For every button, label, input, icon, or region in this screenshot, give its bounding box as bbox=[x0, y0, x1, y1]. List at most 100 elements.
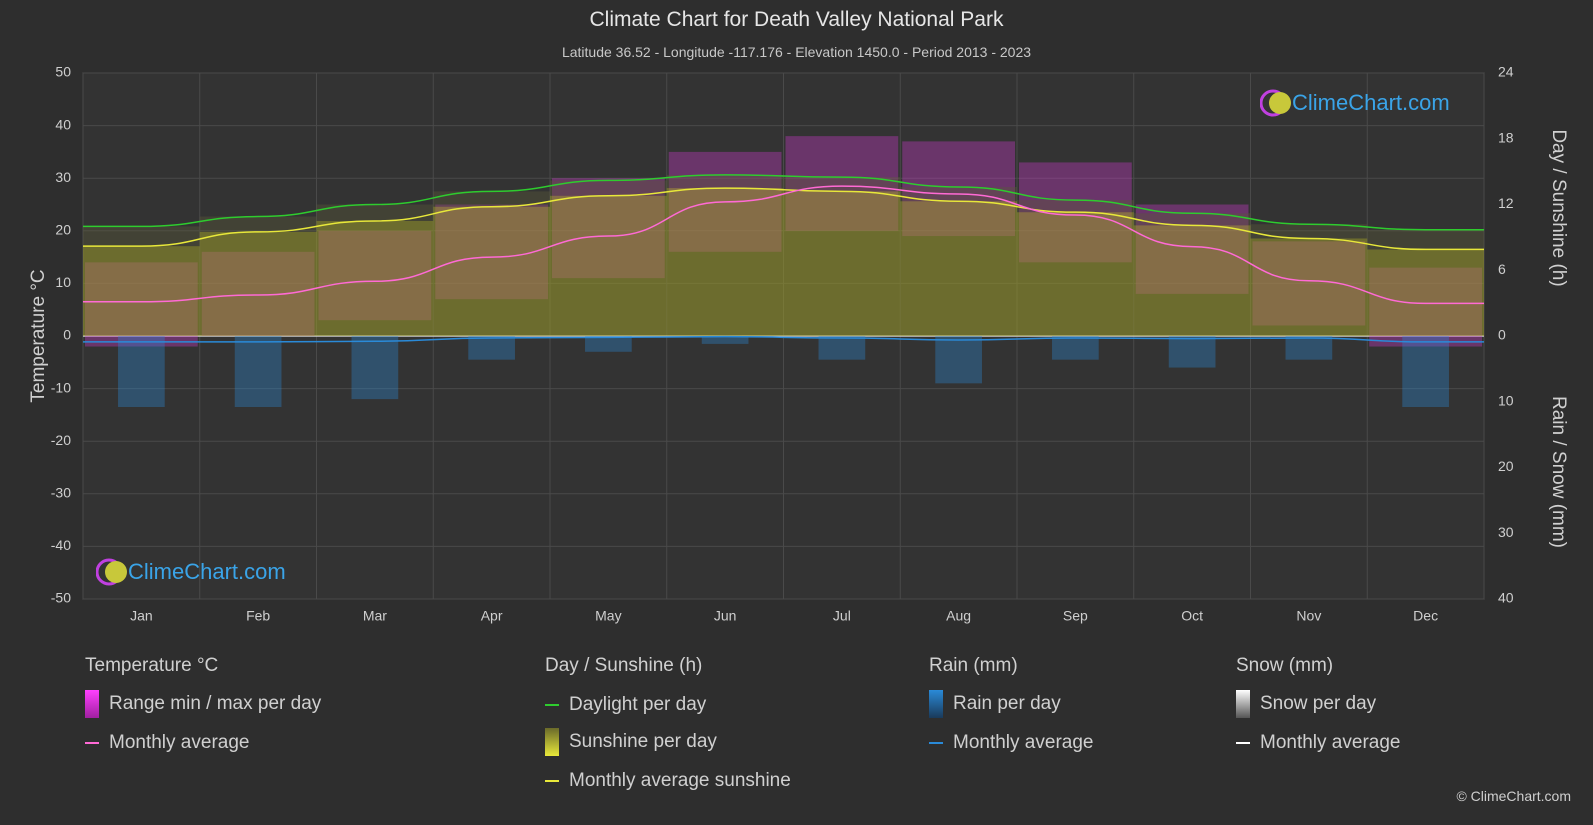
rain-swatch bbox=[929, 690, 943, 718]
x-tick-label: Apr bbox=[481, 608, 503, 624]
y-right-bottom-tick-label: 20 bbox=[1498, 458, 1514, 474]
snow-avg-swatch bbox=[1236, 742, 1250, 744]
rain-bar bbox=[1285, 336, 1333, 360]
x-tick-label: Jul bbox=[833, 608, 851, 624]
sunshine-bar bbox=[199, 231, 317, 336]
x-tick-label: Sep bbox=[1063, 608, 1088, 624]
daylight-bar bbox=[1133, 213, 1251, 226]
sunshine-bar bbox=[316, 220, 434, 336]
legend-sunshine-header: Day / Sunshine (h) bbox=[545, 655, 703, 676]
logo-text: ClimeChart.com bbox=[1292, 90, 1450, 115]
rain-avg-line bbox=[83, 335, 1484, 343]
x-tick-label: May bbox=[595, 608, 621, 624]
sunshine-bars bbox=[83, 174, 1484, 336]
temp-avg-line bbox=[83, 185, 1484, 305]
rain-bar bbox=[1402, 336, 1449, 408]
y-right-bottom-tick-label: 30 bbox=[1498, 524, 1514, 540]
y-left-tick-label: 50 bbox=[55, 64, 71, 80]
rain-bar bbox=[118, 336, 165, 408]
legend-temperature-range: Range min / max per day bbox=[85, 690, 321, 718]
sunshine-bar bbox=[1367, 249, 1484, 336]
legend-daylight: Daylight per day bbox=[545, 694, 706, 716]
daylight-bar bbox=[1250, 224, 1368, 239]
daylight-bar bbox=[1017, 200, 1134, 213]
logo-top[interactable]: ClimeChart.com bbox=[1259, 89, 1450, 117]
y-axis-right-bottom-label: Rain / Snow (mm) bbox=[1548, 396, 1569, 548]
y-left-tick-label: -20 bbox=[51, 432, 71, 448]
y-axis-right-top-label: Day / Sunshine (h) bbox=[1548, 129, 1569, 286]
axis-ticks: 50 40 30 20 10 0 -10 -20 -30 -40 -50 24 18 12 6 0 10 20 30… bbox=[51, 64, 1514, 624]
sunshine-bar bbox=[83, 246, 200, 336]
logo-text: ClimeChart.com bbox=[128, 559, 286, 584]
y-left-tick-label: 0 bbox=[63, 327, 71, 343]
y-right-top-tick-label: 18 bbox=[1498, 129, 1514, 145]
daylight-bar bbox=[83, 226, 200, 247]
y-axis-left-label: Temperature °C bbox=[28, 269, 49, 402]
daylight-bar bbox=[666, 174, 784, 189]
rain-bar bbox=[935, 336, 982, 384]
y-left-tick-label: -40 bbox=[51, 537, 71, 553]
sunshine-bar bbox=[433, 206, 550, 336]
x-tick-label: Mar bbox=[363, 608, 387, 624]
range-swatch bbox=[85, 690, 99, 718]
legend-temperature-header: Temperature °C bbox=[85, 655, 219, 676]
legend-snow-avg: Monthly average bbox=[1236, 732, 1400, 754]
x-tick-label: Feb bbox=[246, 608, 270, 624]
x-tick-label: Oct bbox=[1181, 608, 1203, 624]
sunshine-bar bbox=[900, 201, 1017, 336]
rain-bar bbox=[701, 336, 749, 344]
y-right-top-tick-label: 6 bbox=[1498, 261, 1506, 277]
y-left-tick-label: 20 bbox=[55, 222, 71, 238]
temp-avg-swatch bbox=[85, 742, 99, 744]
logo-icon bbox=[95, 558, 127, 586]
y-left-tick-label: 10 bbox=[55, 274, 71, 290]
y-right-top-tick-label: 24 bbox=[1498, 64, 1514, 80]
legend-rain-header: Rain (mm) bbox=[929, 655, 1018, 676]
y-left-tick-label: 40 bbox=[55, 116, 71, 132]
x-tick-label: Jan bbox=[130, 608, 153, 624]
rain-bar bbox=[1052, 336, 1099, 360]
y-left-tick-label: -30 bbox=[51, 485, 71, 501]
x-tick-label: Dec bbox=[1413, 608, 1438, 624]
x-tick-label: Nov bbox=[1296, 608, 1321, 624]
rain-bar bbox=[585, 336, 632, 352]
sunshine-bar bbox=[1133, 225, 1251, 336]
chart-subtitle: Latitude 36.52 - Longitude -117.176 - El… bbox=[561, 44, 1032, 60]
rain-bar bbox=[234, 336, 282, 408]
legend-sunshine: Sunshine per day bbox=[545, 728, 717, 756]
daylight-bar bbox=[316, 204, 434, 221]
daylight-line bbox=[82, 174, 1484, 231]
daylight-bar bbox=[1367, 229, 1484, 250]
legend-snow-header: Snow (mm) bbox=[1236, 655, 1334, 676]
logo-bottom[interactable]: ClimeChart.com bbox=[95, 558, 286, 586]
legend-rain-per-day: Rain per day bbox=[929, 690, 1061, 718]
x-tick-label: Aug bbox=[946, 608, 971, 624]
rain-bar bbox=[1168, 336, 1216, 368]
rain-bar bbox=[818, 336, 866, 360]
sunshine-bar bbox=[1017, 212, 1134, 336]
sunshine-bar bbox=[1250, 238, 1368, 336]
y-left-tick-label: 30 bbox=[55, 169, 71, 185]
rain-bar bbox=[468, 336, 515, 360]
sunshine-avg-line bbox=[82, 187, 1484, 251]
sunshine-swatch bbox=[545, 728, 559, 756]
y-right-top-tick-label: 12 bbox=[1498, 195, 1514, 211]
y-left-tick-label: -10 bbox=[51, 379, 71, 395]
logo-icon bbox=[1259, 89, 1291, 117]
sunshine-avg-swatch bbox=[545, 780, 559, 782]
legend-snow-per-day: Snow per day bbox=[1236, 690, 1376, 718]
rain-bars bbox=[118, 336, 1449, 408]
sunshine-bar bbox=[550, 195, 667, 336]
rain-avg-swatch bbox=[929, 742, 943, 744]
sunshine-bar bbox=[666, 188, 784, 336]
legend-temperature-avg: Monthly average bbox=[85, 732, 249, 754]
daylight-bar bbox=[199, 216, 317, 232]
y-right-bottom-tick-label: 40 bbox=[1498, 590, 1514, 606]
daylight-swatch bbox=[545, 704, 559, 706]
rain-bar bbox=[351, 336, 399, 400]
sunshine-bar bbox=[783, 191, 901, 336]
x-tick-label: Jun bbox=[714, 608, 737, 624]
legend-rain-avg: Monthly average bbox=[929, 732, 1093, 754]
daylight-bar bbox=[433, 191, 550, 207]
